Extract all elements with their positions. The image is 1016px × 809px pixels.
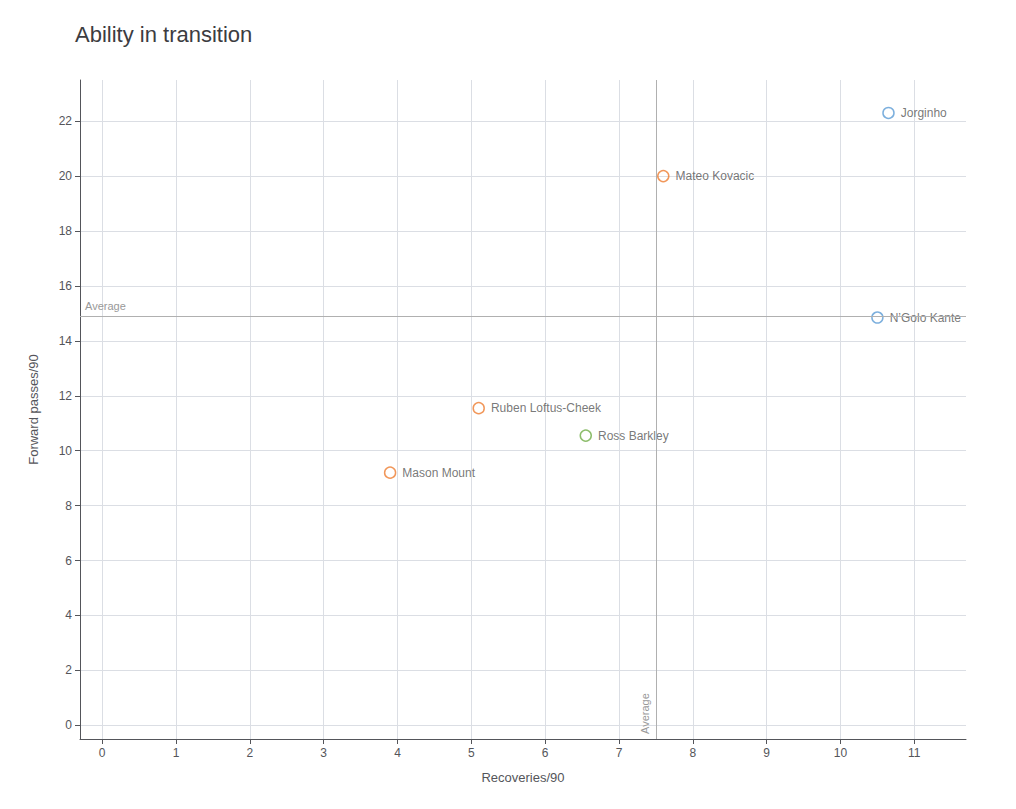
svg-text:9: 9 <box>763 746 770 760</box>
svg-text:Ross Barkley: Ross Barkley <box>598 429 669 443</box>
svg-text:18: 18 <box>59 224 73 238</box>
svg-text:5: 5 <box>468 746 475 760</box>
svg-text:Mason Mount: Mason Mount <box>402 466 475 480</box>
svg-text:20: 20 <box>59 169 73 183</box>
svg-text:0: 0 <box>99 746 106 760</box>
svg-text:14: 14 <box>59 334 73 348</box>
svg-text:22: 22 <box>59 114 73 128</box>
svg-text:Jorginho: Jorginho <box>901 106 947 120</box>
svg-text:2: 2 <box>246 746 253 760</box>
svg-text:Average: Average <box>85 300 126 312</box>
svg-text:8: 8 <box>689 746 696 760</box>
svg-text:4: 4 <box>394 746 401 760</box>
svg-text:2: 2 <box>65 663 72 677</box>
svg-text:8: 8 <box>65 499 72 513</box>
svg-text:Average: Average <box>639 693 651 734</box>
svg-text:16: 16 <box>59 279 73 293</box>
svg-text:N’Golo Kante: N’Golo Kante <box>890 311 962 325</box>
svg-text:4: 4 <box>65 608 72 622</box>
svg-text:0: 0 <box>65 718 72 732</box>
svg-text:Mateo Kovacic: Mateo Kovacic <box>676 169 755 183</box>
svg-text:Forward passes/90: Forward passes/90 <box>26 354 41 465</box>
svg-text:Ability in transition: Ability in transition <box>75 22 252 47</box>
svg-text:12: 12 <box>59 389 73 403</box>
svg-text:1: 1 <box>173 746 180 760</box>
svg-text:3: 3 <box>320 746 327 760</box>
svg-text:Ruben Loftus-Cheek: Ruben Loftus-Cheek <box>491 401 602 415</box>
svg-text:10: 10 <box>59 444 73 458</box>
svg-text:Recoveries/90: Recoveries/90 <box>481 770 564 785</box>
svg-text:6: 6 <box>65 554 72 568</box>
svg-text:6: 6 <box>542 746 549 760</box>
svg-text:10: 10 <box>834 746 848 760</box>
svg-text:11: 11 <box>908 746 921 760</box>
svg-text:7: 7 <box>616 746 623 760</box>
